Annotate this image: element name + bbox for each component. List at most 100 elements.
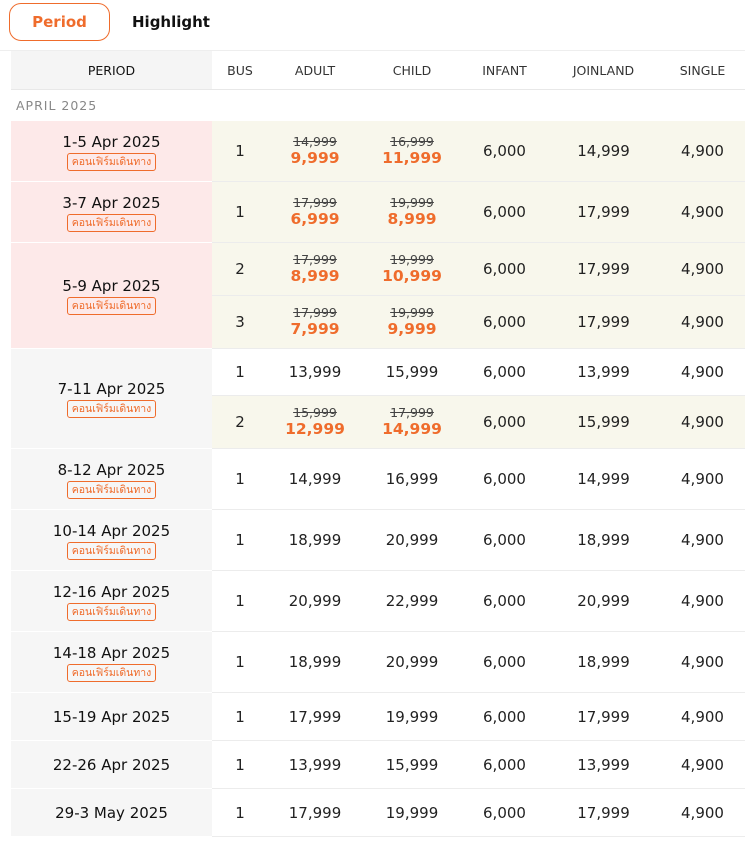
single-price-cell: 4,900 <box>681 592 724 610</box>
sale-price: 14,999 <box>382 420 442 438</box>
header-single: SINGLE <box>679 62 726 78</box>
bus-cell: 3 <box>235 313 245 331</box>
period-group: 14-18 Apr 2025 คอนเฟิร์มเดินทาง 1 18,999 20,… <box>11 632 745 693</box>
table-row: 1 14,999 9,999 16,999 11,999 6,000 14,999 4,900 <box>212 121 745 182</box>
joinland-price-cell: 13,999 <box>577 755 630 774</box>
period-cell[interactable]: 5-9 Apr 2025 คอนเฟิร์มเดินทาง <box>11 243 212 349</box>
joinland-price-cell: 14,999 <box>577 470 630 488</box>
bus-cell: 1 <box>235 592 245 610</box>
header-child: CHILD <box>392 62 432 78</box>
confirmed-badge: คอนเฟิร์มเดินทาง <box>66 541 157 560</box>
joinland-price-cell: 17,999 <box>577 803 630 822</box>
period-cell[interactable]: 1-5 Apr 2025 คอนเฟิร์มเดินทาง <box>11 121 212 182</box>
original-price: 15,999 <box>293 405 337 420</box>
tab-highlight[interactable]: Highlight <box>132 13 210 31</box>
adult-price-cell: 17,999 7,999 <box>268 296 362 348</box>
period-rows: 1 17,999 19,999 6,000 17,999 4,900 <box>212 693 745 741</box>
sale-price: 11,999 <box>382 149 442 167</box>
infant-price-cell: 6,000 <box>483 803 526 822</box>
sale-price: 9,999 <box>387 320 437 338</box>
original-price: 17,999 <box>293 252 337 267</box>
adult-price-cell: 14,999 <box>288 470 342 488</box>
bus-cell: 1 <box>235 707 245 726</box>
single-price-cell: 4,900 <box>681 363 724 381</box>
single-price-cell: 4,900 <box>681 803 724 822</box>
single-price-cell: 4,900 <box>681 755 724 774</box>
period-cell[interactable]: 8-12 Apr 2025 คอนเฟิร์มเดินทาง <box>11 449 212 510</box>
table-row: 1 18,999 20,999 6,000 18,999 4,900 <box>212 632 745 693</box>
child-price-cell: 15,999 <box>385 363 439 381</box>
period-cell[interactable]: 10-14 Apr 2025 คอนเฟิร์มเดินทาง <box>11 510 212 571</box>
table-row: 1 18,999 20,999 6,000 18,999 4,900 <box>212 510 745 571</box>
confirmed-badge: คอนเฟิร์มเดินทาง <box>66 400 157 418</box>
joinland-price-cell: 17,999 <box>577 203 630 221</box>
single-price-cell: 4,900 <box>681 260 724 278</box>
child-price-cell: 16,999 11,999 <box>362 121 462 181</box>
period-dates: 7-11 Apr 2025 <box>57 380 166 398</box>
price-table: PERIOD BUS ADULT CHILD INFANT JOINLAND S… <box>11 51 745 837</box>
bus-cell: 2 <box>235 260 245 278</box>
table-row: 1 13,999 15,999 6,000 13,999 4,900 <box>212 741 745 789</box>
adult-price-cell: 14,999 9,999 <box>268 121 362 181</box>
period-rows: 1 17,999 6,999 19,999 8,999 6,000 17,999 4,900 <box>212 182 745 243</box>
period-dates: 12-16 Apr 2025 <box>52 582 171 601</box>
infant-price-cell: 6,000 <box>483 653 526 671</box>
bus-cell: 1 <box>235 803 245 822</box>
period-group: 29-3 May 2025 1 17,999 19,999 6,000 17,999 4,9… <box>11 789 745 837</box>
period-rows: 1 13,999 15,999 6,000 13,999 4,900 2 15,999 12,9… <box>212 349 745 449</box>
period-cell[interactable]: 12-16 Apr 2025 คอนเฟิร์มเดินทาง <box>11 571 212 632</box>
period-dates: 14-18 Apr 2025 <box>52 643 171 662</box>
infant-price-cell: 6,000 <box>483 470 526 488</box>
header-adult: ADULT <box>294 62 336 78</box>
joinland-price-cell: 20,999 <box>577 592 630 610</box>
period-rows: 1 17,999 19,999 6,000 17,999 4,900 <box>212 789 745 837</box>
bus-cell: 1 <box>235 363 245 381</box>
sale-price: 12,999 <box>285 420 345 438</box>
header-period: PERIOD <box>11 51 212 89</box>
table-row: 3 17,999 7,999 19,999 9,999 6,000 17,999 4,900 <box>212 296 745 349</box>
header-infant: INFANT <box>482 62 527 78</box>
table-row: 2 15,999 12,999 17,999 14,999 6,000 15,999 4,90… <box>212 396 745 449</box>
child-price-cell: 17,999 14,999 <box>362 396 462 448</box>
period-cell[interactable]: 14-18 Apr 2025 คอนเฟิร์มเดินทาง <box>11 632 212 693</box>
period-group: 10-14 Apr 2025 คอนเฟิร์มเดินทาง 1 18,999 20,… <box>11 510 745 571</box>
sale-price: 8,999 <box>387 210 437 228</box>
period-group: 7-11 Apr 2025 คอนเฟิร์มเดินทาง 1 13,999 15,9… <box>11 349 745 449</box>
period-group: 12-16 Apr 2025 คอนเฟิร์มเดินทาง 1 20,999 22,… <box>11 571 745 632</box>
single-price-cell: 4,900 <box>681 653 724 671</box>
adult-price-cell: 15,999 12,999 <box>268 396 362 448</box>
period-cell[interactable]: 3-7 Apr 2025 คอนเฟิร์มเดินทาง <box>11 182 212 243</box>
period-rows: 1 14,999 16,999 6,000 14,999 4,900 <box>212 449 745 510</box>
child-price-cell: 19,999 <box>385 707 439 726</box>
single-price-cell: 4,900 <box>681 707 724 726</box>
bus-cell: 1 <box>235 531 245 549</box>
infant-price-cell: 6,000 <box>483 413 526 431</box>
table-row: 1 17,999 6,999 19,999 8,999 6,000 17,999 4,900 <box>212 182 745 243</box>
period-cell[interactable]: 29-3 May 2025 <box>11 789 212 837</box>
adult-price-cell: 17,999 <box>288 707 342 726</box>
period-cell[interactable]: 7-11 Apr 2025 คอนเฟิร์มเดินทาง <box>11 349 212 449</box>
period-rows: 1 13,999 15,999 6,000 13,999 4,900 <box>212 741 745 789</box>
adult-price-cell: 18,999 <box>288 531 342 549</box>
header-bus: BUS <box>227 62 253 78</box>
single-price-cell: 4,900 <box>681 313 724 331</box>
tab-period[interactable]: Period <box>9 3 110 41</box>
joinland-price-cell: 14,999 <box>577 142 630 160</box>
period-dates: 15-19 Apr 2025 <box>52 707 171 726</box>
period-cell[interactable]: 22-26 Apr 2025 <box>11 741 212 789</box>
original-price: 17,999 <box>293 305 337 320</box>
original-price: 14,999 <box>293 134 337 149</box>
child-price-cell: 19,999 10,999 <box>362 243 462 295</box>
sale-price: 10,999 <box>382 267 442 285</box>
header-joinland: JOINLAND <box>572 62 635 78</box>
child-price-cell: 19,999 8,999 <box>362 182 462 242</box>
confirmed-badge: คอนเฟิร์มเดินทาง <box>66 213 157 232</box>
joinland-price-cell: 15,999 <box>577 413 630 431</box>
period-group: 15-19 Apr 2025 1 17,999 19,999 6,000 17,999 4,… <box>11 693 745 741</box>
period-cell[interactable]: 15-19 Apr 2025 <box>11 693 212 741</box>
joinland-price-cell: 17,999 <box>577 707 630 726</box>
period-rows: 2 17,999 8,999 19,999 10,999 6,000 17,999 4,900… <box>212 243 745 349</box>
confirmed-badge: คอนเฟิร์มเดินทาง <box>66 602 157 621</box>
sale-price: 9,999 <box>290 149 340 167</box>
confirmed-badge: คอนเฟิร์มเดินทาง <box>66 663 157 682</box>
